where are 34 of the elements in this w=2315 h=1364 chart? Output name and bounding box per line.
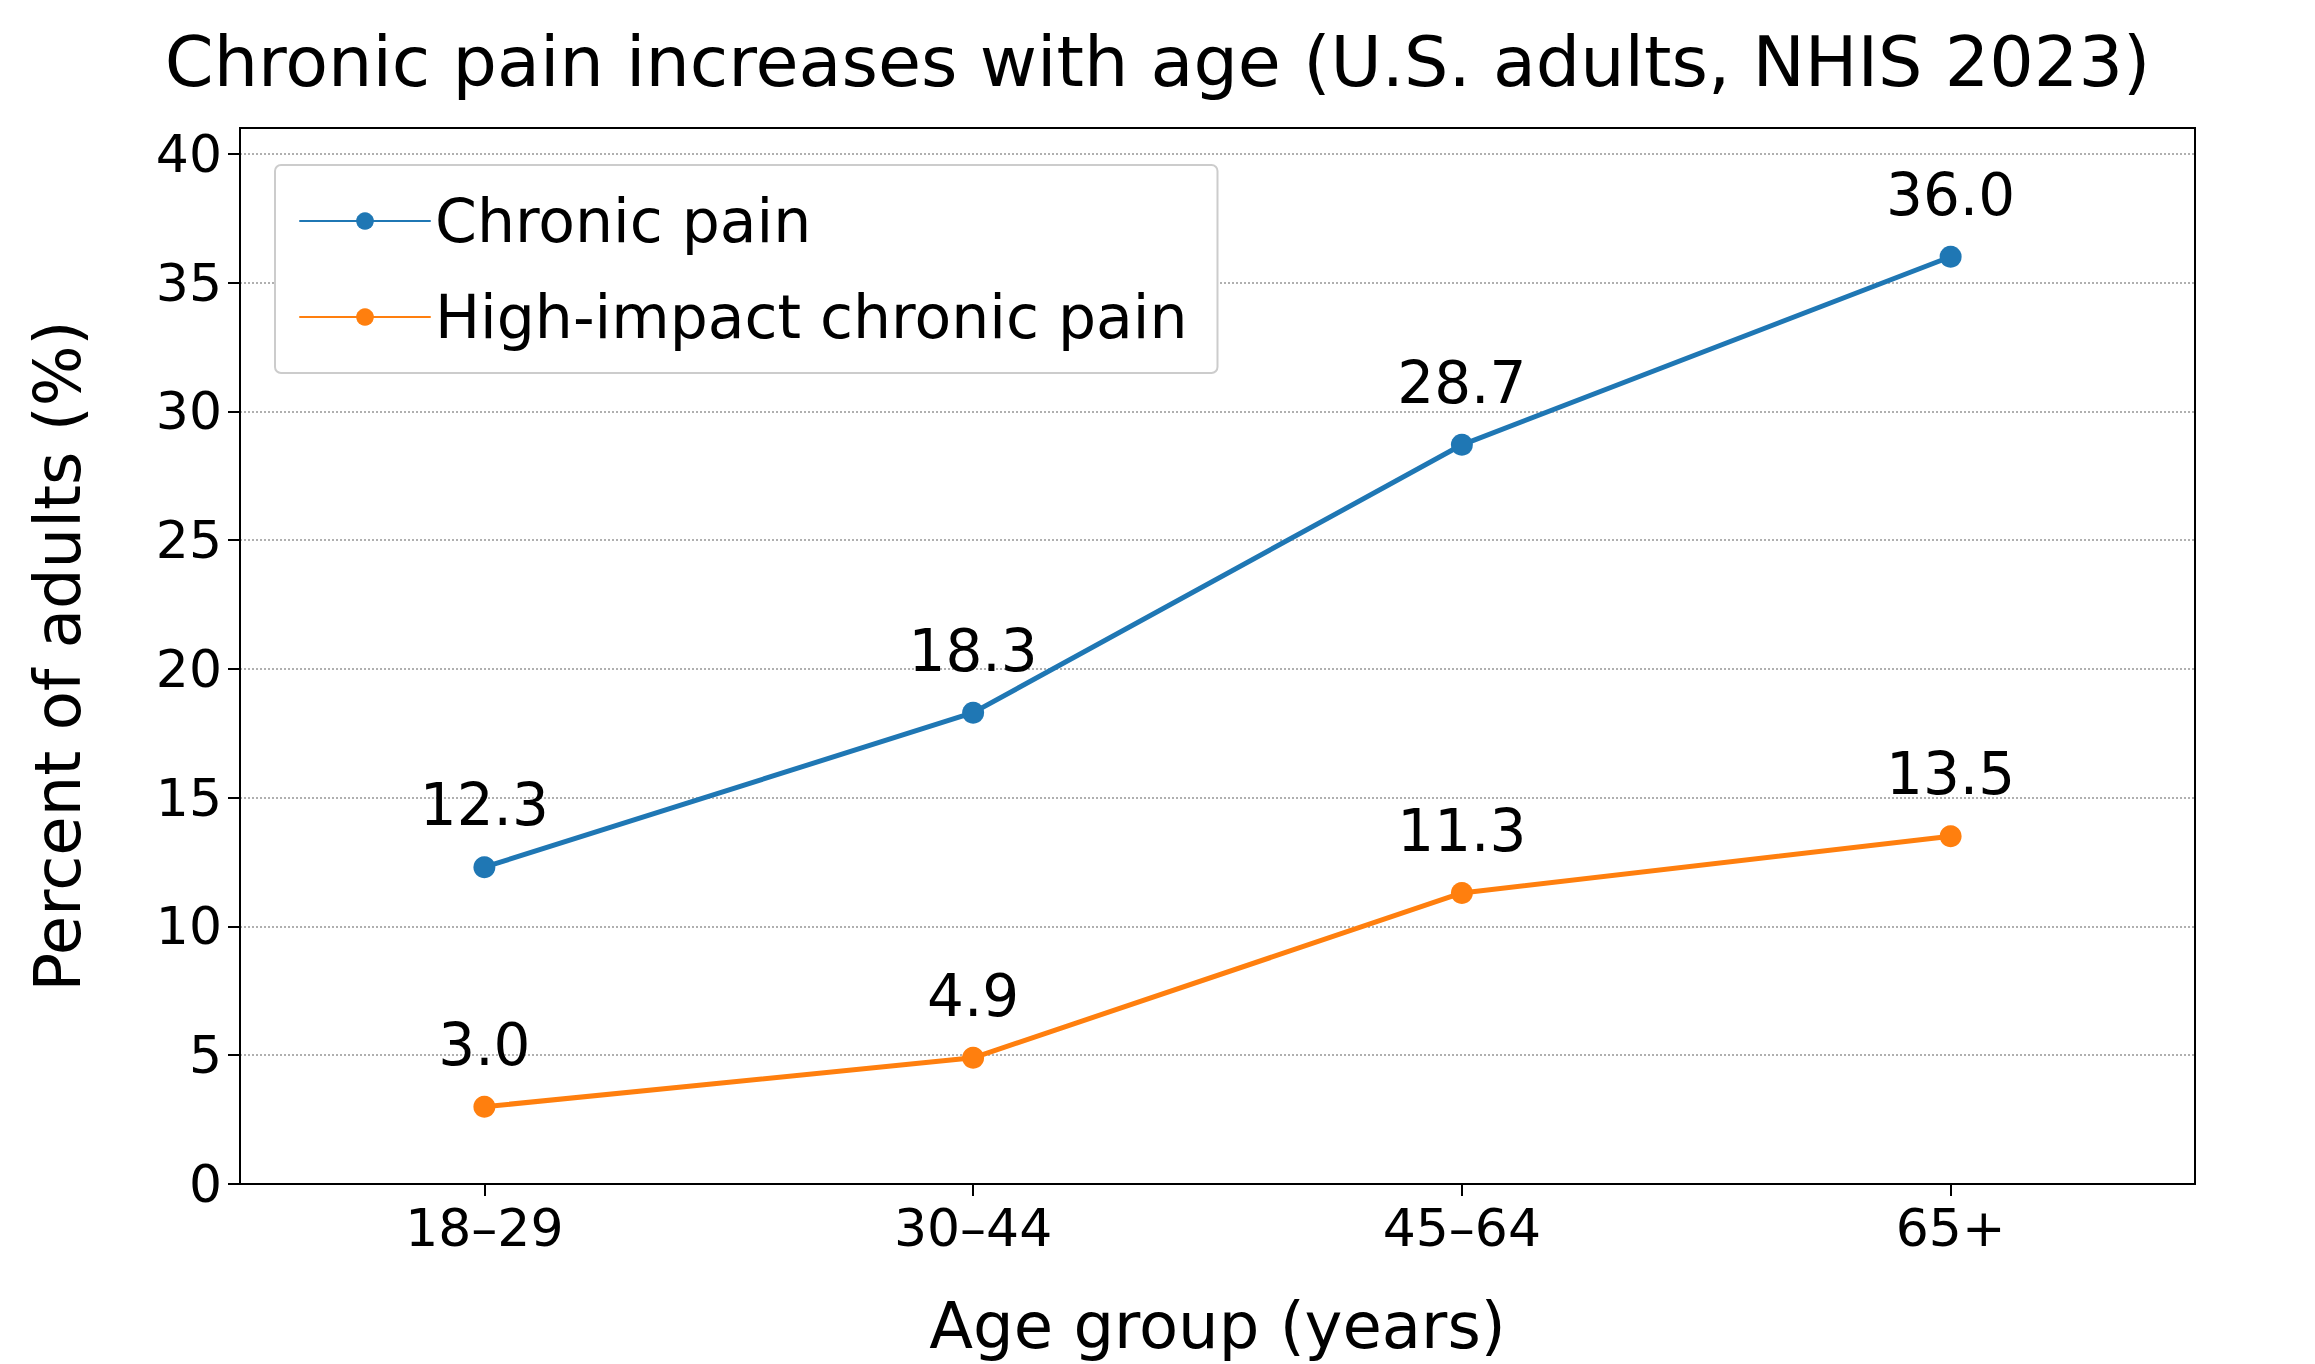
x-tick-label: 18–29 xyxy=(405,1198,564,1258)
data-label: 11.3 xyxy=(1397,796,1527,865)
point xyxy=(962,701,985,724)
y-tick-label: 25 xyxy=(155,510,222,571)
y-tick-label: 10 xyxy=(155,896,222,957)
point xyxy=(1939,825,1962,848)
y-axis-title: Percent of adults (%) xyxy=(21,320,95,992)
data-label: 28.7 xyxy=(1397,348,1527,417)
legend-label: Chronic pain xyxy=(435,186,812,256)
y-tick-label: 20 xyxy=(155,638,222,699)
y-tick-label: 30 xyxy=(155,381,222,442)
data-label: 13.5 xyxy=(1886,740,2016,809)
chart-title: Chronic pain increases with age (U.S. adults, NHIS 2023) xyxy=(164,21,2151,103)
point xyxy=(473,856,496,879)
y-tick-label: 5 xyxy=(188,1025,222,1086)
point xyxy=(473,1095,496,1118)
legend-label: High-impact chronic pain xyxy=(435,282,1188,352)
point xyxy=(962,1046,985,1069)
point xyxy=(1939,245,1962,268)
point xyxy=(1450,881,1473,904)
point xyxy=(1450,433,1473,456)
x-tick-label: 65+ xyxy=(1895,1198,2006,1258)
y-tick-label: 35 xyxy=(155,252,222,313)
data-label: 12.3 xyxy=(419,771,549,840)
data-label: 18.3 xyxy=(908,616,1038,685)
y-tick-label: 0 xyxy=(188,1154,222,1214)
y-tick-label: 40 xyxy=(155,123,222,184)
data-label: 4.9 xyxy=(927,961,1020,1030)
x-tick-label: 30–44 xyxy=(893,1198,1053,1258)
x-axis-title: Age group (years) xyxy=(929,1289,1506,1363)
x-tick-label: 45–64 xyxy=(1382,1198,1542,1258)
data-label: 3.0 xyxy=(438,1010,531,1079)
data-label: 36.0 xyxy=(1886,160,2016,229)
y-tick-label: 15 xyxy=(155,767,222,828)
